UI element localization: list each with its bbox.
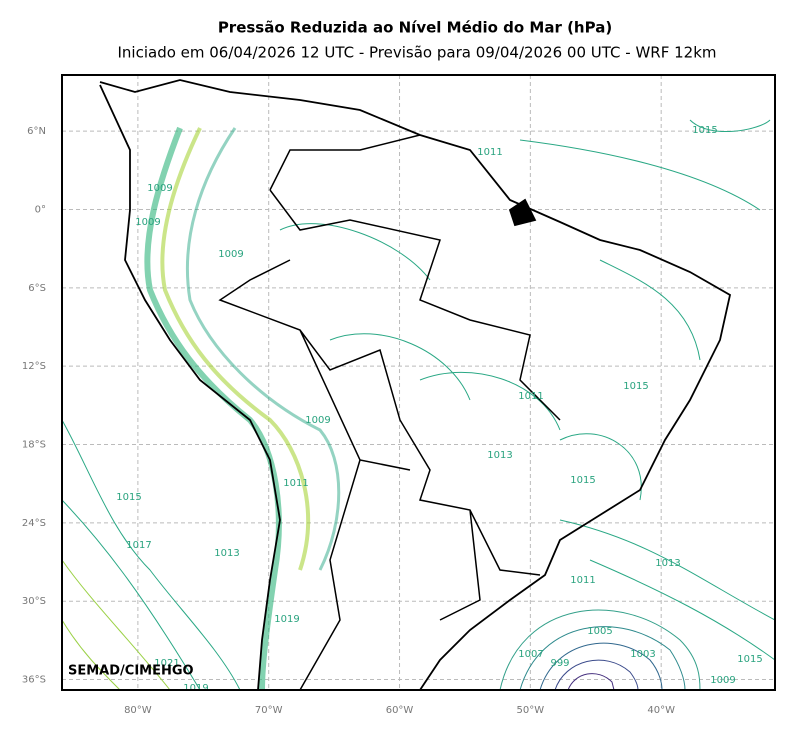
map-frame: [61, 74, 776, 691]
title: Pressão Reduzida ao Nível Médio do Mar (…: [218, 19, 612, 37]
contour-label: 1021: [154, 658, 179, 669]
contour-label: 1011: [570, 575, 595, 586]
borders: [218, 134, 561, 691]
y-tick-label: 12°S: [22, 361, 46, 372]
contour-labels: 1015101110091009100910151011100910131015…: [116, 125, 762, 694]
andes-contours: [186, 127, 341, 571]
contour-label: 999: [550, 658, 569, 669]
coast: [99, 79, 732, 691]
contours: [61, 119, 776, 691]
x-tick-label: 50°W: [517, 705, 545, 716]
credit: SEMAD/CIMEHGO: [68, 664, 194, 679]
contour-label: 1013: [487, 450, 512, 461]
isobar: [539, 642, 663, 691]
subtitle: Iniciado em 06/04/2026 12 UTC - Previsão…: [117, 44, 716, 62]
isobar: [61, 559, 171, 691]
isobar: [559, 519, 776, 661]
contour-label: 1015: [737, 654, 762, 665]
contour-label: 1013: [214, 548, 239, 559]
contour-label: 1011: [518, 391, 543, 402]
contour-label: 1009: [305, 415, 330, 426]
contour-label: 1011: [477, 147, 502, 158]
isobar: [499, 609, 701, 691]
x-tick-label: 40°W: [647, 705, 675, 716]
andes-contours: [160, 127, 310, 571]
contour-label: 1009: [710, 675, 735, 686]
contour-label: 1011: [283, 478, 308, 489]
contour-label: 1009: [135, 217, 160, 228]
contour-label: 1015: [570, 475, 595, 486]
contour-label: 1015: [692, 125, 717, 136]
contour-label: 1009: [218, 249, 243, 260]
y-tick-label: 6°N: [27, 126, 46, 137]
contour-label: 1005: [587, 626, 612, 637]
contour-label: 1019: [183, 683, 208, 694]
coastline: [99, 79, 732, 691]
y-tick-label: 6°S: [28, 283, 46, 294]
contour-label: 1013: [655, 558, 680, 569]
y-tick-label: 36°S: [22, 675, 46, 686]
contour-label: 1019: [274, 614, 299, 625]
x-tick-label: 70°W: [255, 705, 283, 716]
y-tick-label: 24°S: [22, 518, 46, 529]
x-tick-label: 80°W: [124, 705, 152, 716]
isobar: [61, 499, 201, 691]
x-tick-label: 60°W: [386, 705, 414, 716]
y-tick-label: 30°S: [22, 596, 46, 607]
isobar: [567, 673, 615, 691]
y-tick-label: 18°S: [22, 440, 46, 451]
isobar: [519, 626, 686, 691]
coast: [99, 84, 281, 691]
isobar: [61, 619, 121, 691]
contour-label: 1003: [630, 649, 655, 660]
isobar: [61, 419, 241, 691]
contour-label: 1015: [116, 492, 141, 503]
y-tick-label: 0°: [35, 204, 46, 215]
isobar: [519, 119, 771, 211]
isobar: [554, 659, 639, 691]
contour-label: 1017: [126, 540, 151, 551]
isobar: [279, 223, 701, 501]
island: [508, 198, 537, 227]
contour-label: 1007: [518, 649, 543, 660]
contour-label: 1009: [147, 183, 172, 194]
contour-label: 1015: [623, 381, 648, 392]
